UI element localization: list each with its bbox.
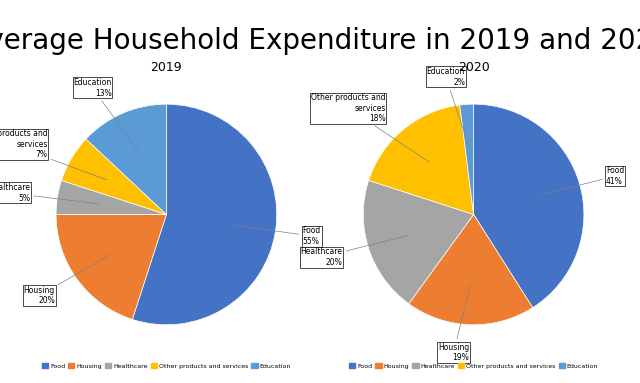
Text: Housing
19%: Housing 19% [438, 283, 471, 362]
Text: Average Household Expenditure in 2019 and 2020: Average Household Expenditure in 2019 an… [0, 27, 640, 55]
Text: Healthcare
5%: Healthcare 5% [0, 183, 99, 204]
Wedge shape [369, 105, 474, 214]
Text: Education
13%: Education 13% [74, 78, 138, 152]
Wedge shape [56, 180, 166, 214]
Text: Food
55%: Food 55% [234, 225, 321, 246]
Wedge shape [86, 104, 166, 214]
Title: 2020: 2020 [458, 61, 490, 74]
Wedge shape [56, 214, 166, 319]
Text: Healthcare
20%: Healthcare 20% [300, 236, 408, 267]
Text: Other products and
services
18%: Other products and services 18% [311, 93, 429, 162]
Title: 2019: 2019 [150, 61, 182, 74]
Wedge shape [132, 104, 276, 325]
Text: Other products and
services
7%: Other products and services 7% [0, 129, 107, 180]
Legend: Food, Housing, Healthcare, Other products and services, Education: Food, Housing, Healthcare, Other product… [346, 360, 601, 371]
Legend: Food, Housing, Healthcare, Other products and services, Education: Food, Housing, Healthcare, Other product… [39, 360, 294, 371]
Wedge shape [61, 139, 166, 214]
Text: Food
41%: Food 41% [540, 166, 624, 195]
Wedge shape [364, 180, 474, 304]
Text: Housing
20%: Housing 20% [24, 255, 111, 305]
Wedge shape [474, 104, 584, 308]
Wedge shape [409, 214, 532, 325]
Text: Education
2%: Education 2% [427, 67, 468, 146]
Wedge shape [460, 104, 474, 214]
